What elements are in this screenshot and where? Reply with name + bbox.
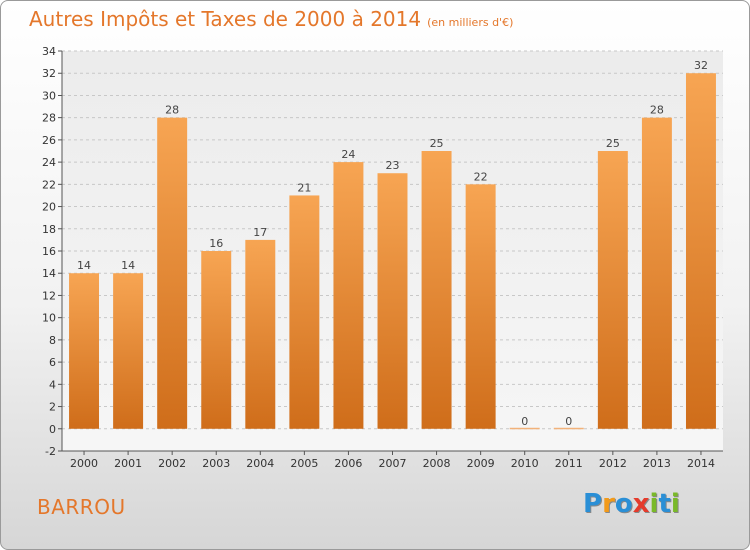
y-tick-label: 6 <box>49 356 56 369</box>
data-label-2009: 22 <box>474 170 488 183</box>
y-tick-label: 30 <box>42 89 56 102</box>
logo-letter: i <box>649 489 659 519</box>
logo-letter: t <box>658 489 671 519</box>
y-tick-label: 8 <box>49 334 56 347</box>
data-label-2008: 25 <box>430 137 444 150</box>
y-tick-label: -2 <box>45 445 56 458</box>
data-label-2005: 21 <box>297 181 311 194</box>
x-tick-label-2013: 2013 <box>643 457 671 470</box>
y-tick-label: 32 <box>42 67 56 80</box>
bar-2004 <box>245 239 276 429</box>
logo-letter: r <box>602 489 615 519</box>
data-label-2001: 14 <box>121 259 135 272</box>
x-tick-label-2001: 2001 <box>114 457 142 470</box>
y-tick-label: 34 <box>42 45 56 58</box>
y-tick-label: 0 <box>49 423 56 436</box>
data-label-2014: 32 <box>694 59 708 72</box>
x-tick-label-2006: 2006 <box>334 457 362 470</box>
y-tick-label: 22 <box>42 178 56 191</box>
logo-letter: i <box>670 489 680 519</box>
x-tick-label-2009: 2009 <box>467 457 495 470</box>
x-tick-label-2012: 2012 <box>599 457 627 470</box>
data-label-2013: 28 <box>650 104 664 117</box>
data-label-2006: 24 <box>341 148 355 161</box>
title-text: Autres Impôts et Taxes de 2000 à 2014 <box>29 7 422 31</box>
data-label-2002: 28 <box>165 104 179 117</box>
x-tick-label-2010: 2010 <box>511 457 539 470</box>
bar-2005 <box>289 195 320 429</box>
proxiti-logo: Proxiti <box>583 489 680 519</box>
data-label-2000: 14 <box>77 259 91 272</box>
bar-2003 <box>201 251 232 429</box>
bar-2001 <box>113 273 144 429</box>
chart-title: Autres Impôts et Taxes de 2000 à 2014 (en… <box>29 7 513 31</box>
data-label-2011: 0 <box>565 415 572 428</box>
data-label-2007: 23 <box>386 159 400 172</box>
x-tick-label-2004: 2004 <box>246 457 274 470</box>
x-tick-label-2008: 2008 <box>423 457 451 470</box>
bars: 14 14 28 16 17 21 24 23 25 22 0 0 25 28 32 <box>69 59 716 430</box>
bar-2009 <box>465 184 496 429</box>
y-tick-label: 10 <box>42 312 56 325</box>
title-unit: (en milliers d'€) <box>427 16 514 29</box>
y-tick-label: 4 <box>49 378 56 391</box>
y-tick-label: 18 <box>42 223 56 236</box>
data-label-2010: 0 <box>521 415 528 428</box>
bar-2013 <box>641 117 672 429</box>
bar-2006 <box>333 162 364 429</box>
y-tick-label: 24 <box>42 156 56 169</box>
x-tick-label-2003: 2003 <box>202 457 230 470</box>
x-tick-label-2007: 2007 <box>379 457 407 470</box>
bar-2010 <box>509 427 540 430</box>
y-tick-label: 26 <box>42 134 56 147</box>
commune-name: BARROU <box>37 495 126 519</box>
bar-2000 <box>69 273 100 429</box>
logo-letter: P <box>583 489 603 519</box>
data-label-2003: 16 <box>209 237 223 250</box>
bar-2002 <box>157 117 188 429</box>
data-label-2012: 25 <box>606 137 620 150</box>
bar-2011 <box>553 427 584 430</box>
y-tick-label: 2 <box>49 401 56 414</box>
x-tick-label-2002: 2002 <box>158 457 186 470</box>
logo-letter: x <box>632 489 650 519</box>
bar-2012 <box>597 151 628 429</box>
y-tick-label: 16 <box>42 245 56 258</box>
y-tick-label: 14 <box>42 267 56 280</box>
y-tick-label: 28 <box>42 112 56 125</box>
y-tick-label: 20 <box>42 201 56 214</box>
data-label-2004: 17 <box>253 226 267 239</box>
logo-letter: o <box>614 489 633 519</box>
bar-2014 <box>685 73 716 429</box>
bar-2008 <box>421 151 452 429</box>
y-tick-label: 12 <box>42 289 56 302</box>
bar-2007 <box>377 173 408 429</box>
x-tick-label-2005: 2005 <box>290 457 318 470</box>
x-tick-label-2011: 2011 <box>555 457 583 470</box>
x-tick-label-2014: 2014 <box>687 457 715 470</box>
x-tick-label-2000: 2000 <box>70 457 98 470</box>
